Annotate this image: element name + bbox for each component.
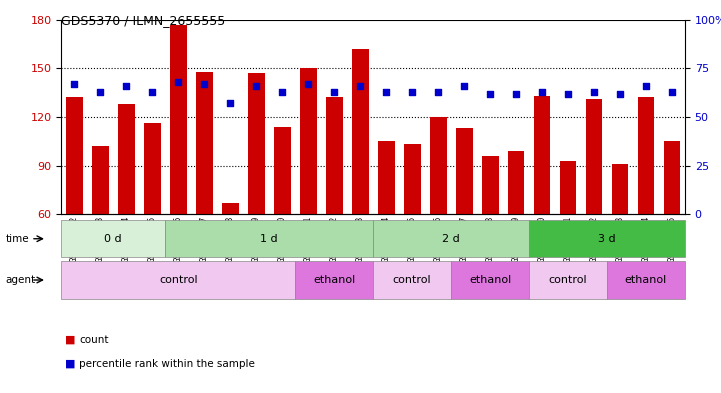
Text: time: time [6,234,30,244]
Point [588,88,600,95]
Bar [378,141,394,214]
Text: ethanol: ethanol [625,275,667,285]
Point [562,90,574,97]
Bar [92,146,109,214]
Point [224,100,236,107]
Bar [118,104,135,214]
Point [328,88,340,95]
Text: ■: ■ [65,358,76,369]
Point [94,88,106,95]
Bar [222,203,239,214]
Bar [456,128,472,214]
Bar [430,117,446,214]
Point [120,83,132,89]
Point [666,88,678,95]
Bar [300,68,317,214]
Bar [196,72,213,214]
Bar [611,164,629,214]
Text: 3 d: 3 d [598,234,616,244]
Point [146,88,158,95]
Point [250,83,262,89]
Text: 0 d: 0 d [105,234,122,244]
Point [640,83,652,89]
Point [459,83,470,89]
Text: count: count [79,335,109,345]
Bar [326,97,342,214]
Bar [559,161,577,214]
Bar [508,151,524,214]
Text: ethanol: ethanol [313,275,355,285]
Bar [274,127,291,214]
Bar [482,156,498,214]
Point [510,90,522,97]
Text: control: control [549,275,588,285]
Point [381,88,392,95]
Bar [143,123,161,214]
Text: percentile rank within the sample: percentile rank within the sample [79,358,255,369]
Point [354,83,366,89]
Bar [585,99,603,214]
Point [614,90,626,97]
Text: ■: ■ [65,335,76,345]
Point [433,88,444,95]
Bar [352,49,368,214]
Point [407,88,418,95]
Point [302,81,314,87]
Point [485,90,496,97]
Bar [248,73,265,214]
Text: agent: agent [6,275,36,285]
Text: ethanol: ethanol [469,275,511,285]
Bar [637,97,655,214]
Bar [663,141,681,214]
Text: control: control [159,275,198,285]
Text: control: control [393,275,431,285]
Point [68,81,80,87]
Bar [169,24,187,214]
Point [276,88,288,95]
Bar [66,97,83,214]
Point [198,81,210,87]
Point [172,79,184,85]
Text: 1 d: 1 d [260,234,278,244]
Text: 2 d: 2 d [442,234,460,244]
Text: GDS5370 / ILMN_2655555: GDS5370 / ILMN_2655555 [61,14,226,27]
Bar [404,145,420,214]
Point [536,88,548,95]
Bar [534,96,550,214]
